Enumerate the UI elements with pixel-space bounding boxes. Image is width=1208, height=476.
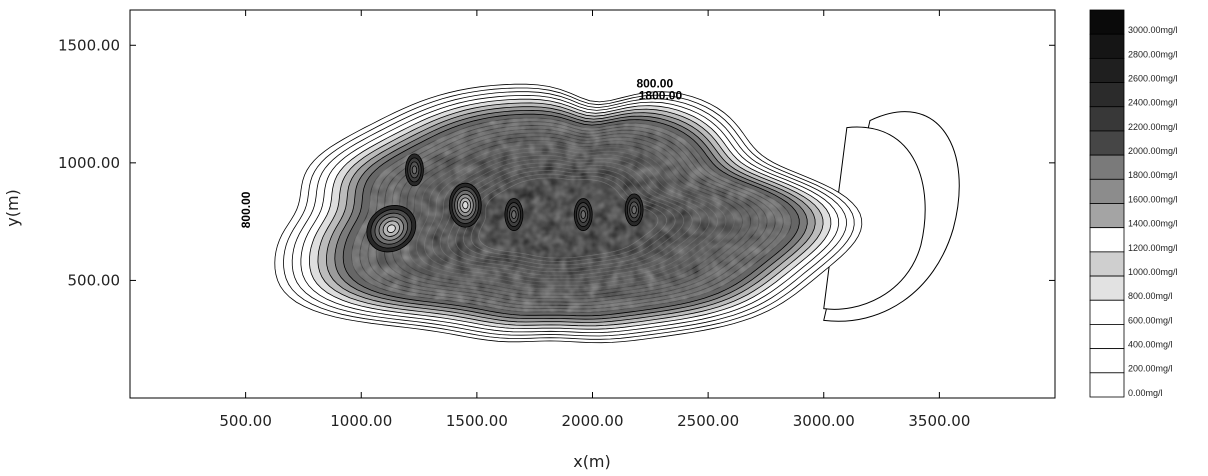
legend-swatch [1089, 251, 1125, 277]
legend-label: 2000.00mg/l [1128, 146, 1178, 156]
legend-swatch [1089, 154, 1125, 180]
x-tick-label: 2500.00 [677, 412, 739, 430]
low-spot-ring [411, 165, 418, 175]
legend-label: 2400.00mg/l [1128, 98, 1178, 108]
low-spot-ring [511, 210, 517, 219]
legend-swatch [1089, 178, 1125, 204]
y-tick-label: 1000.00 [58, 154, 120, 172]
legend-label: 2800.00mg/l [1128, 49, 1178, 59]
legend-swatch [1089, 324, 1125, 350]
low-spot-ring [462, 201, 469, 210]
y-axis-title: y(m) [3, 189, 22, 227]
legend-swatch [1089, 57, 1125, 83]
x-tick-label: 1500.00 [446, 412, 508, 430]
x-tick-label: 3500.00 [908, 412, 970, 430]
x-tick-label: 3000.00 [793, 412, 855, 430]
x-tick-label: 500.00 [219, 412, 272, 430]
low-spot-ring [631, 205, 637, 215]
legend-swatch [1089, 130, 1125, 156]
legend-swatch [1089, 275, 1125, 301]
legend-label: 1800.00mg/l [1128, 170, 1178, 180]
x-axis: 500.00 1000.00 1500.00 2000.00 2500.00 3000.0… [219, 10, 970, 430]
x-tick-label: 2000.00 [561, 412, 623, 430]
legend-swatch [1089, 106, 1125, 132]
x-tick-label: 1000.00 [330, 412, 392, 430]
color-legend: 3000.00mg/l 2800.00mg/l 2600.00mg/l 2400.00… [1089, 9, 1178, 398]
legend-label: 2200.00mg/l [1128, 122, 1178, 132]
legend-swatch [1089, 9, 1125, 35]
contour-label: 800.00 [239, 191, 253, 228]
legend-label: 1200.00mg/l [1128, 243, 1178, 253]
legend-swatch [1089, 372, 1125, 398]
contour-level [478, 177, 659, 259]
legend-label: 1400.00mg/l [1128, 219, 1178, 229]
legend-swatch [1089, 227, 1125, 253]
contour-bands [274, 83, 960, 344]
legend-swatch [1089, 348, 1125, 374]
x-axis-title: x(m) [573, 452, 611, 471]
legend-label: 400.00mg/l [1128, 340, 1173, 350]
legend-swatch [1089, 82, 1125, 108]
contour-label: 800.00 [636, 77, 673, 91]
legend-label: 0.00mg/l [1128, 388, 1163, 398]
y-axis: 500.00 1000.00 1500.00 [58, 36, 1055, 289]
low-spot-ring [386, 224, 396, 233]
y-tick-label: 1500.00 [58, 36, 120, 54]
contour-label: 1800.00 [639, 88, 683, 102]
legend-label: 1600.00mg/l [1128, 194, 1178, 204]
low-concentration-spots [366, 153, 644, 253]
y-tick-label: 500.00 [68, 271, 121, 289]
legend-label: 600.00mg/l [1128, 315, 1173, 325]
legend-label: 800.00mg/l [1128, 291, 1173, 301]
legend-swatch [1089, 299, 1125, 325]
legend-label: 2600.00mg/l [1128, 73, 1178, 83]
legend-swatch [1089, 203, 1125, 229]
contour-level [823, 126, 926, 310]
legend-label: 1000.00mg/l [1128, 267, 1178, 277]
low-spot-ring [580, 210, 586, 219]
legend-swatch [1089, 33, 1125, 59]
legend-label: 200.00mg/l [1128, 364, 1173, 374]
legend-label: 3000.00mg/l [1128, 25, 1178, 35]
